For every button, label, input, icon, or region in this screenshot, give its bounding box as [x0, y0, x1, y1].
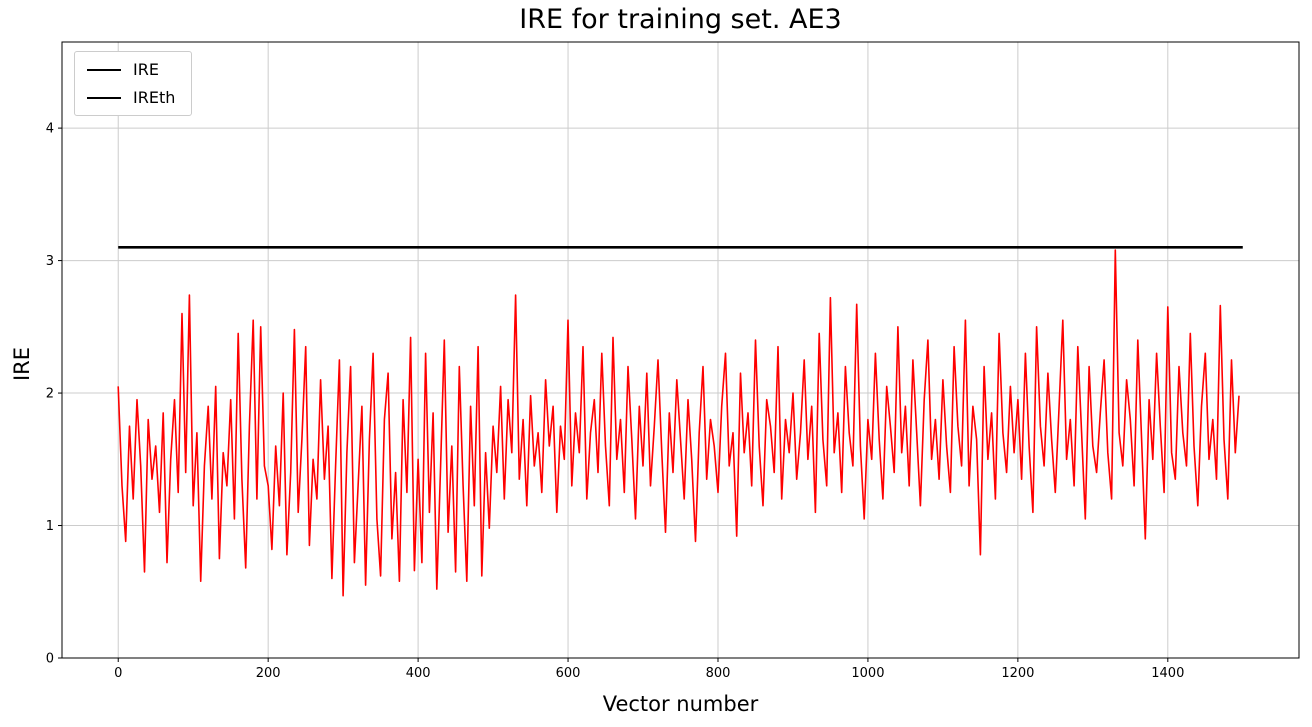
- svg-text:800: 800: [706, 666, 731, 681]
- legend-item-ireth: IREth: [87, 88, 175, 107]
- svg-text:0: 0: [46, 652, 54, 667]
- chart-title: IRE for training set. AE3: [519, 4, 842, 35]
- svg-text:200: 200: [256, 666, 281, 681]
- svg-text:600: 600: [556, 666, 581, 681]
- svg-text:1: 1: [46, 519, 54, 534]
- x-axis-label: Vector number: [602, 692, 759, 716]
- legend: IRE IREth: [74, 51, 193, 116]
- legend-item-ire: IRE: [87, 60, 175, 79]
- ire-line-swatch-icon: [87, 68, 121, 71]
- y-axis-label: IRE: [10, 346, 34, 381]
- ireth-line-swatch-icon: [87, 96, 121, 99]
- legend-label-ireth: IREth: [133, 88, 176, 107]
- y-axis-label-wrap: IRE: [0, 0, 44, 727]
- svg-text:3: 3: [46, 254, 54, 269]
- svg-text:1000: 1000: [851, 666, 884, 681]
- svg-text:1200: 1200: [1001, 666, 1034, 681]
- svg-text:4: 4: [46, 122, 54, 137]
- svg-text:2: 2: [46, 387, 54, 402]
- svg-text:400: 400: [406, 666, 431, 681]
- svg-text:0: 0: [114, 666, 122, 681]
- legend-label-ire: IRE: [133, 60, 159, 79]
- svg-text:1400: 1400: [1151, 666, 1184, 681]
